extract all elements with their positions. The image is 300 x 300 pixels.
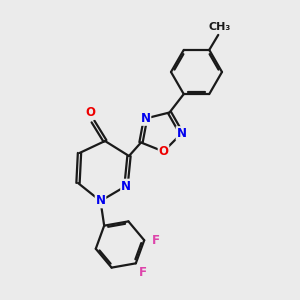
Text: N: N xyxy=(121,179,131,193)
Text: CH₃: CH₃ xyxy=(208,22,231,32)
Text: N: N xyxy=(140,112,151,125)
Text: O: O xyxy=(85,106,95,119)
Text: F: F xyxy=(152,234,160,247)
Text: O: O xyxy=(158,145,169,158)
Text: N: N xyxy=(176,127,187,140)
Text: F: F xyxy=(139,266,147,279)
Text: N: N xyxy=(95,194,106,208)
